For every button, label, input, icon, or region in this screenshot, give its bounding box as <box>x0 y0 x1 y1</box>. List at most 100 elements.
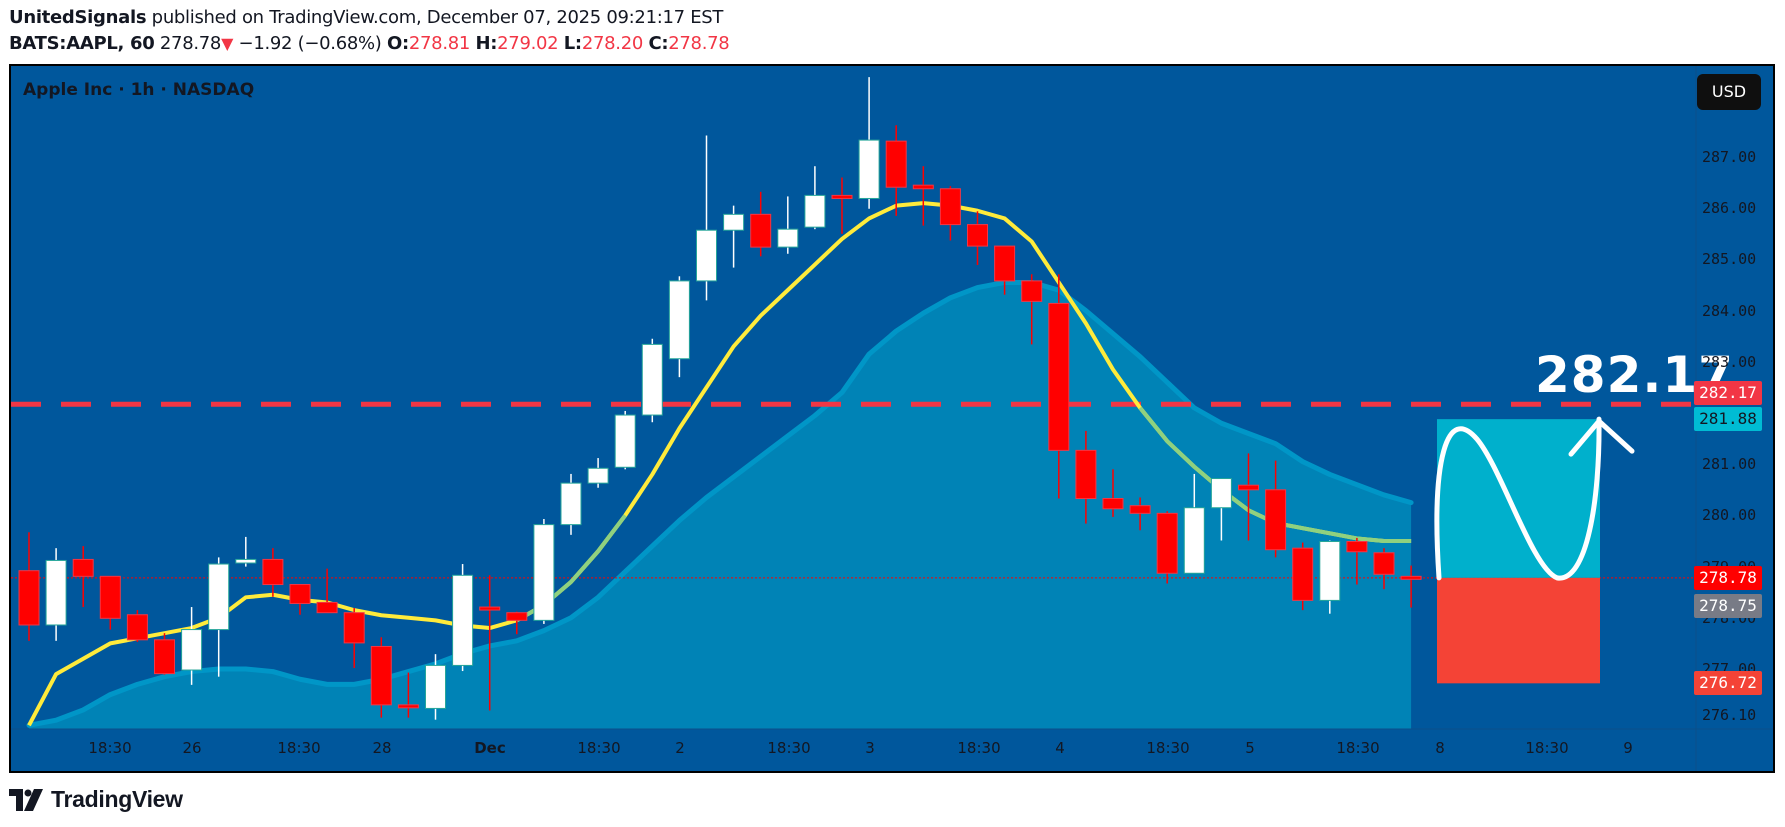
candle-body <box>967 224 988 247</box>
arrow-up-icon <box>1568 418 1635 457</box>
candle-body <box>1021 280 1043 302</box>
time-tick-label: 18:30 <box>1336 739 1380 757</box>
high-value: 279.02 <box>497 33 559 54</box>
candle-body <box>235 558 257 564</box>
price-tick-label: 276.10 <box>1702 706 1757 725</box>
candle-body <box>1075 449 1097 500</box>
last-price: 278.78 <box>159 33 222 54</box>
low-label: L: <box>563 33 582 54</box>
candle-body <box>1373 552 1395 575</box>
candle-body <box>1238 484 1259 491</box>
price-tick-label: 281.00 <box>1702 455 1757 474</box>
candle-body <box>1102 498 1124 510</box>
publish-header: UnitedSignals published on TradingView.c… <box>9 5 730 57</box>
candle-body <box>452 574 474 666</box>
price-chart[interactable] <box>11 66 1773 771</box>
time-tick-label: 8 <box>1435 739 1445 757</box>
time-tick-label: 18:30 <box>767 739 811 757</box>
candle-body <box>1292 547 1314 601</box>
candle-body <box>397 704 419 709</box>
candle-body <box>885 140 907 188</box>
candle-body <box>587 467 609 484</box>
time-tick-label: 2 <box>675 739 685 757</box>
price-tick-label: 287.00 <box>1702 148 1757 166</box>
candle-body <box>425 664 446 709</box>
time-tick-label: 4 <box>1055 739 1065 757</box>
time-tick-label: 18:30 <box>88 739 132 757</box>
time-tick-label: 18:30 <box>277 739 321 757</box>
candle-body <box>45 559 67 626</box>
candle-body <box>18 570 40 626</box>
price-tag: 278.78 <box>1694 565 1762 590</box>
candle-body <box>72 558 94 577</box>
loss-zone <box>1437 577 1600 684</box>
candle-body <box>1183 507 1205 574</box>
candle-body <box>804 194 826 228</box>
price-tick-label: 285.00 <box>1702 250 1757 269</box>
price-tick-label: 284.00 <box>1702 301 1757 320</box>
candle-body <box>289 584 311 604</box>
candle-body <box>912 184 934 190</box>
chart-pane[interactable]: Apple Inc · 1h · NASDAQ USD 282.17 287.0… <box>9 64 1775 773</box>
price-change: −1.92 (−0.68%) <box>238 33 382 54</box>
forecast-curve <box>1434 416 1602 581</box>
time-tick-label: 18:30 <box>1146 739 1190 757</box>
currency-button[interactable]: USD <box>1697 74 1761 110</box>
candle-body <box>560 482 582 526</box>
ema-slow-line <box>26 279 1414 728</box>
candle-body <box>479 606 501 611</box>
candle-body <box>370 645 392 706</box>
candle-body <box>696 229 717 282</box>
time-tick-label: 18:30 <box>1525 739 1569 757</box>
price-tag: 276.72 <box>1694 671 1762 696</box>
candle-body <box>99 575 121 619</box>
candle-body <box>1346 541 1368 553</box>
candle-body <box>181 629 203 671</box>
publish-line: UnitedSignals published on TradingView.c… <box>9 5 729 31</box>
open-label: O: <box>386 33 409 54</box>
time-tick-label: 26 <box>182 739 202 757</box>
candle-body <box>750 213 772 248</box>
chart-legend[interactable]: Apple Inc · 1h · NASDAQ <box>23 80 255 100</box>
time-tick-label: 3 <box>865 739 875 757</box>
tradingview-logo-icon <box>9 788 43 811</box>
candle-body <box>994 245 1016 282</box>
open-value: 278.81 <box>408 33 471 54</box>
tradingview-brand: TradingView <box>51 786 183 812</box>
down-triangle-icon: ▼ <box>221 34 234 53</box>
candle-body <box>154 639 175 675</box>
candle-body <box>1400 575 1422 580</box>
candle-body <box>614 414 636 468</box>
time-tick-label: Dec <box>474 739 506 757</box>
candle-body <box>1048 302 1070 451</box>
candle-body <box>668 280 690 360</box>
symbol-name: BATS:AAPL, 60 <box>9 33 155 54</box>
price-tick-label: 280.00 <box>1702 506 1757 525</box>
price-tag: 281.88 <box>1694 407 1762 431</box>
candle-body <box>316 601 338 614</box>
candle-body <box>1129 505 1151 514</box>
high-label: H: <box>475 33 498 54</box>
candle-body <box>723 213 745 231</box>
time-tick-label: 18:30 <box>577 739 621 757</box>
candle-body <box>262 558 284 586</box>
candle-body <box>533 524 555 621</box>
price-tag: 278.75 <box>1694 594 1762 618</box>
time-tick-label: 18:30 <box>957 739 1001 757</box>
price-tick-label: 286.00 <box>1702 199 1757 218</box>
footer: TradingView <box>9 786 183 813</box>
symbol-line: BATS:AAPL, 60 278.78▼ −1.92 (−0.68%) O:2… <box>9 31 730 57</box>
price-tag: 282.17 <box>1694 381 1762 405</box>
profit-zone <box>1437 419 1600 578</box>
candle-body <box>641 343 663 416</box>
candle-body <box>1265 489 1287 551</box>
time-tick-label: 28 <box>372 739 392 757</box>
published-info: published on TradingView.com, December 0… <box>146 7 724 28</box>
author-name[interactable]: UnitedSignals <box>9 7 147 28</box>
candle-body <box>831 194 853 199</box>
close-label: C: <box>648 33 669 54</box>
candle-body <box>126 614 148 641</box>
price-tick-label: 283.00 <box>1702 352 1757 371</box>
time-tick-label: 9 <box>1623 739 1633 757</box>
low-value: 278.20 <box>581 33 644 54</box>
